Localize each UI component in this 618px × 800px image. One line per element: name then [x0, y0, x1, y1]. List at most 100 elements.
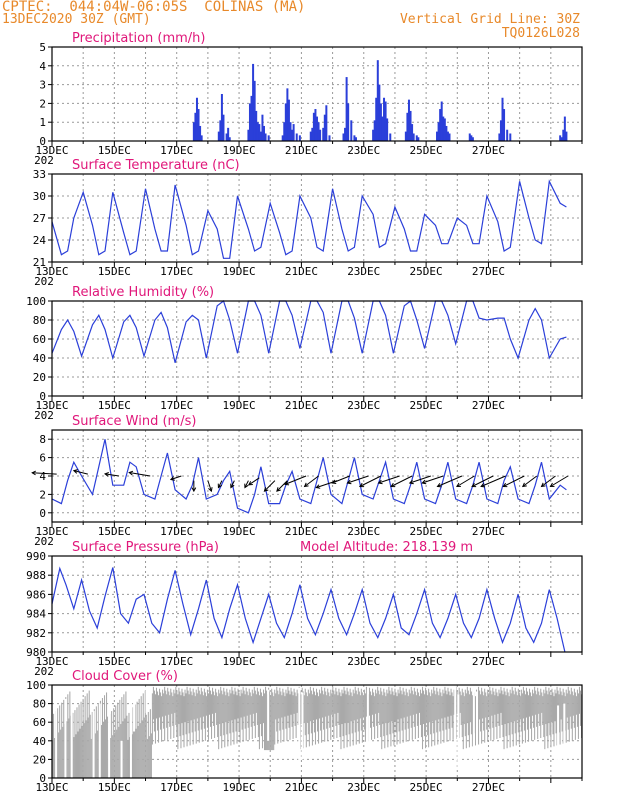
- cloud-cover-ytick-label: 100: [26, 679, 46, 692]
- cloud-bar: [110, 738, 112, 778]
- cloud-cover-xtick-label: 13DEC: [35, 781, 68, 794]
- precip-bar: [379, 103, 382, 141]
- cloud-cover-title: Cloud Cover (%): [72, 669, 178, 684]
- cloud-bar: [560, 691, 562, 720]
- cloud-bar: [218, 689, 220, 750]
- cloud-bar: [502, 694, 504, 738]
- cloud-bar: [512, 690, 514, 747]
- cloud-bar: [571, 691, 573, 741]
- cloud-bar: [411, 690, 413, 740]
- wind-xtick-label: 17DEC: [160, 525, 193, 538]
- cloud-bar: [137, 725, 139, 778]
- humidity-xtick-label: 21DEC: [285, 399, 318, 412]
- cloud-bar: [443, 693, 445, 743]
- cloud-bar: [182, 692, 184, 736]
- cloud-bar: [442, 689, 444, 731]
- wind-year-stub: 202: [34, 535, 54, 548]
- cloud-bar: [168, 691, 170, 715]
- temperature-title: Surface Temperature (nC): [72, 158, 240, 173]
- cloud-bar: [406, 692, 408, 717]
- cloud-bar: [208, 686, 211, 715]
- cloud-gap: [133, 698, 136, 732]
- wind-arrow-head: [208, 487, 213, 493]
- cloud-bar: [335, 687, 337, 726]
- cloud-bar: [493, 691, 495, 740]
- cloud-bar: [529, 688, 531, 717]
- precip-bar: [289, 122, 292, 141]
- wind-arrow: [104, 473, 120, 477]
- wind-arrow: [244, 480, 249, 488]
- humidity-xtick-label: 13DEC: [35, 399, 68, 412]
- cloud-bar: [207, 693, 209, 740]
- wind-arrow: [284, 475, 307, 485]
- precip-bar: [227, 127, 230, 141]
- pressure-ytick-label: 988: [26, 569, 46, 582]
- cloud-bar: [317, 692, 319, 732]
- cloud-bar: [77, 731, 79, 778]
- precipitation-ytick-label: 1: [39, 116, 46, 129]
- cloud-bar: [578, 686, 580, 714]
- cloud-bar: [204, 692, 206, 741]
- temperature-ytick-label: 27: [33, 212, 46, 225]
- cloud-bar: [404, 695, 406, 730]
- temperature-xtick-label: 21DEC: [285, 265, 318, 278]
- precip-bar: [446, 131, 449, 141]
- cloud-bar: [395, 692, 397, 733]
- cloud-bar: [492, 687, 494, 728]
- precipitation-xtick-label: 27DEC: [472, 144, 505, 157]
- cloud-bar: [356, 694, 358, 720]
- vertical-grid-note: Vertical Grid Line: 30Z: [399, 12, 580, 27]
- cloud-bar: [377, 686, 379, 739]
- cloud-bar: [532, 689, 534, 716]
- cloud-bar: [126, 715, 128, 778]
- temperature-xtick-label: 17DEC: [160, 265, 193, 278]
- cloud-bar: [312, 687, 314, 721]
- cloud-bar: [238, 692, 240, 731]
- cloud-bar: [252, 693, 254, 714]
- cloud-bar: [471, 695, 473, 747]
- cloud-bar: [504, 691, 506, 725]
- cloud-bar: [463, 696, 465, 725]
- station-info: CPTEC: 044:04W-06:05S COLINAS (MA): [2, 0, 306, 15]
- cloud-bar: [164, 686, 166, 741]
- precip-bar: [354, 137, 357, 141]
- cloud-bar: [451, 692, 453, 728]
- cloud-bar: [403, 691, 405, 718]
- cloud-bar: [370, 691, 372, 728]
- cloud-bar: [124, 718, 126, 778]
- cloud-bar: [496, 692, 498, 739]
- cloud-bar: [412, 694, 414, 715]
- wind-xtick-label: 15DEC: [98, 525, 131, 538]
- cloud-bar: [171, 692, 173, 714]
- precipitation-title: Precipitation (mm/h): [72, 31, 205, 46]
- cloud-cover-ytick-label: 40: [33, 735, 46, 748]
- cloud-bar: [419, 689, 421, 725]
- cloud-bar: [309, 686, 311, 722]
- cloud-bar: [118, 726, 120, 778]
- precip-bar: [560, 137, 563, 141]
- cloud-bar: [537, 687, 539, 739]
- cloud-bar: [229, 689, 231, 734]
- cloud-bar: [76, 707, 78, 778]
- cloud-bar: [297, 693, 299, 725]
- cloud-bar: [494, 695, 496, 715]
- precip-bar: [445, 125, 448, 141]
- cloud-bar: [57, 708, 59, 778]
- cloud-bar: [321, 686, 323, 743]
- cloud-bar: [344, 690, 346, 724]
- cloud-bar: [220, 686, 222, 737]
- wind-xtick-label: 25DEC: [410, 525, 443, 538]
- cloud-bar: [401, 694, 403, 731]
- cloud-bar: [352, 689, 354, 746]
- cloud-bar: [138, 698, 140, 778]
- cloud-bar: [329, 696, 331, 728]
- cloud-bar: [294, 692, 296, 726]
- cloud-bar: [510, 693, 512, 723]
- precip-bar: [199, 125, 202, 141]
- cloud-bar: [314, 695, 317, 745]
- cloud-bar: [414, 691, 416, 739]
- temperature-year-stub: 202: [34, 275, 54, 288]
- cloud-bar: [378, 690, 380, 713]
- cloud-bar: [555, 693, 557, 734]
- cloud-bar: [190, 691, 192, 721]
